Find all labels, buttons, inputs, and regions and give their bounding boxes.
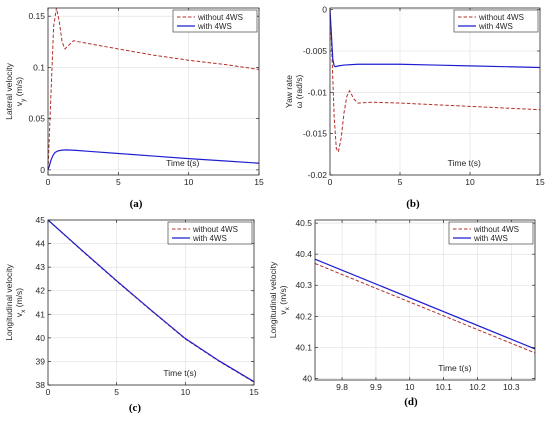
y-tick-label: 0.15 [28,11,45,21]
y-axis-label-title: Longitudinal velocity [4,263,14,340]
x-tick-label: 0 [46,387,51,397]
y-tick-label: -0.02 [308,170,328,180]
x-tick-label: 15 [254,177,264,187]
series-line-without-4ws [314,263,536,354]
y-tick-label: 0 [40,165,45,175]
y-axis-label-title: Yaw rate [284,75,294,108]
plot-area [330,8,540,175]
y-axis-label-title: Longitudinal velocity [268,261,278,338]
x-tick-label: 10 [184,177,194,187]
y-tick-label: 42 [36,286,46,296]
plot-frame [329,7,541,176]
plot-area [315,220,535,380]
x-tick-label: 10 [405,382,415,392]
x-axis-label: Time t(s) [438,363,471,373]
y-tick-label: 0.05 [28,114,45,124]
plot-frame [47,219,255,386]
y-tick-label: -0.01 [308,87,328,97]
y-tick-label: 44 [36,239,46,249]
legend-entry: without 4WS [478,13,524,22]
y-axis-label-unit: vy (m/s) [14,77,27,106]
y-tick-label: 38 [36,380,46,390]
x-tick-label: 9.8 [336,382,348,392]
x-tick-label: 10.3 [503,382,520,392]
legend-entry: with 4WS [478,22,513,31]
panel-label: (b) [406,198,420,210]
legend-entry: without 4WS [473,225,519,234]
x-tick-label: 9.9 [370,382,382,392]
y-tick-label: 0.1 [33,62,45,72]
y-tick-label: 45 [36,215,46,225]
x-axis-label: Time t(s) [448,158,481,168]
x-tick-label: 15 [249,387,259,397]
series-line-with-4ws [329,9,541,69]
y-axis-label-unit: vx (m/s) [278,285,291,314]
y-tick-label: 40 [36,333,46,343]
x-axis-label: Time t(s) [163,368,196,378]
legend-entry: with 4WS [473,234,508,243]
y-tick-label: 40.3 [295,280,312,290]
chart-panel-3: 0 5 10 15 38 39 40 41 42 43 44 45 Time t(s) Longitudi… [4,215,259,414]
y-axis-label-unit: vx (m/s) [14,288,27,317]
legend-entry: with 4WS [197,22,232,31]
legend-entry: without 4WS [197,13,243,22]
chart-panel-1: 0 5 10 15 0 0.05 0.1 0.15 Time t(s) Lateral veloc… [4,7,264,210]
panel-label: (a) [130,198,143,210]
x-tick-label: 5 [398,177,403,187]
plot-frame [47,7,260,176]
y-tick-label: -0.015 [303,129,327,139]
x-tick-label: 0 [328,177,333,187]
x-tick-label: 10.1 [435,382,452,392]
y-tick-label: 39 [36,356,46,366]
x-tick-label: 5 [116,177,121,187]
x-tick-label: 10.2 [469,382,486,392]
panel-label: (c) [129,402,142,414]
series-line-without-4ws [47,7,260,170]
y-tick-label: 40 [303,373,313,383]
series-line-with-4ws [47,149,260,171]
plot-frame [314,219,536,381]
series-line-without-4ws [329,9,541,154]
y-tick-label: 43 [36,262,46,272]
x-tick-label: 10 [465,177,475,187]
y-axis-label-title: Lateral velocity [4,62,14,119]
x-tick-label: 5 [114,387,119,397]
series-line-with-4ws [47,219,255,383]
x-tick-label: 10 [181,387,191,397]
plot-area [48,220,254,385]
chart-panel-4: 9.8 9.9 10 10.1 10.2 10.3 40 40.1 40.2 40.3 40.4 40… [268,218,536,408]
x-tick-label: 0 [46,177,51,187]
x-tick-label: 15 [535,177,545,187]
y-tick-label: 0 [322,5,327,15]
plot-area [48,8,259,175]
series-line-with-4ws [314,258,536,350]
y-axis-label-unit: ω (rad/s) [294,75,304,109]
y-tick-label: 40.5 [295,218,312,228]
chart-panel-2: 0 5 10 15 -0.02 -0.015 -0.01 -0.005 0 Time t(s) Ya… [284,5,545,210]
y-tick-label: 40.1 [295,342,312,352]
legend-entry: with 4WS [192,234,227,243]
x-axis-label: Time t(s) [166,158,199,168]
y-tick-label: 41 [36,309,46,319]
panel-label: (d) [404,396,418,408]
y-tick-label: 40.4 [295,249,312,259]
legend-entry: without 4WS [192,225,238,234]
y-tick-label: 40.2 [295,311,312,321]
y-tick-label: -0.005 [303,46,327,56]
